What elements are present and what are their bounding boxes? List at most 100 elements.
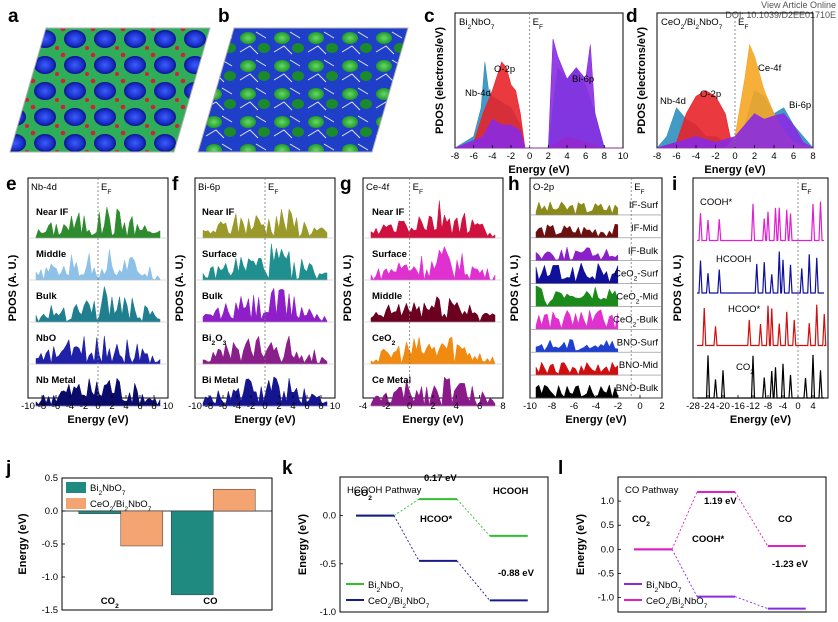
legend-swatch-j-0: [66, 482, 86, 493]
x-tick-label-g: 6: [477, 401, 482, 412]
connector-k-0-2: [456, 498, 491, 537]
legend-label-j-1: CeO2/Bi2NbO7: [90, 499, 152, 513]
fermi-label-c: EF: [533, 17, 543, 31]
x-tick-label-g: -4: [359, 401, 367, 412]
x-tick-label-c: -6: [469, 151, 477, 162]
y-tick-label-l: 0.0: [601, 544, 614, 555]
x-tick-label-h: -2: [614, 401, 622, 412]
series-area-h-7: [535, 361, 619, 376]
x-tick-label-e: 10: [163, 401, 174, 412]
series-label-e-0: Near IF: [36, 207, 68, 218]
series-label-i-1: HCOOH: [716, 254, 752, 265]
panel-title-e: Nb-4d: [31, 182, 57, 193]
x-tick-label-c: 4: [564, 151, 569, 162]
panel-label-g: g: [340, 174, 352, 195]
x-axis-title-c: Energy (eV): [508, 164, 569, 176]
x-axis-title-d: Energy (eV): [704, 164, 765, 176]
series-label-h-3: CeO2-Surf: [614, 269, 658, 283]
series-area-f-3: [202, 335, 328, 365]
series-line-i-0: [697, 201, 824, 242]
series-label-e-2: Bulk: [36, 291, 57, 302]
x-tick-label-i: -28: [686, 401, 700, 412]
legend-label-j-0: Bi2NbO7: [90, 483, 126, 497]
series-label-e-3: NbO: [36, 333, 56, 344]
fermi-label-g: EF: [413, 182, 423, 196]
panel-label-e: e: [6, 174, 17, 195]
x-tick-label-c: -8: [451, 151, 459, 162]
fermi-label-d: EF: [738, 17, 748, 31]
x-tick-label-f: -2: [247, 401, 255, 412]
x-tick-label-e: -6: [52, 401, 60, 412]
panel-label-h: h: [508, 174, 520, 195]
structure-image-ceo2-bi2nbo7: [197, 27, 409, 153]
series-area-h-4: [535, 285, 619, 307]
state-label-l-2: CO: [778, 514, 792, 525]
y-tick-label-l: 0.5: [601, 520, 614, 531]
legend-label-k-1: CeO2/Bi2NbO7: [368, 596, 430, 610]
x-axis-title-g: Energy (eV): [402, 414, 463, 426]
series-label-h-8: BNO-Bulk: [616, 383, 659, 394]
series-area-h-0: [535, 200, 619, 216]
y-tick-label-l: 1.0: [601, 496, 614, 507]
x-tick-label-e: -8: [38, 401, 46, 412]
x-tick-label-d: 6: [791, 151, 796, 162]
series-area-g-3: [370, 336, 496, 365]
fermi-label-i: EF: [801, 182, 811, 196]
series-line-i-2: [697, 304, 827, 347]
panel-label-c: c: [424, 6, 435, 27]
x-tick-label-d: -2: [711, 151, 719, 162]
x-tick-label-f: 6: [304, 401, 309, 412]
x-tick-label-g: 0: [407, 401, 412, 412]
series-label-h-4: CeO2-Mid: [616, 292, 658, 306]
x-tick-label-f: -6: [219, 401, 227, 412]
series-label-h-7: BNO-Mid: [619, 360, 658, 371]
series-area-e-4: [35, 377, 161, 407]
x-tick-label-e: 4: [123, 401, 128, 412]
energy-annotation-l-0: 1.19 eV: [704, 496, 737, 507]
x-tick-label-f: -10: [188, 401, 202, 412]
series-area-g-2: [370, 295, 496, 323]
series-area-g-1: [370, 245, 496, 281]
legend-swatch-j-1: [66, 498, 86, 509]
series-area-f-2: [202, 287, 328, 323]
x-axis-title-e: Energy (eV): [67, 414, 128, 426]
x-tick-label-d: 0: [732, 151, 737, 162]
state-label-k-1: HCOO*: [420, 514, 453, 525]
series-annotation-c-o-2p: O-2p: [494, 64, 515, 75]
state-label-l-0: CO2: [632, 514, 650, 528]
series-label-g-2: Middle: [372, 291, 402, 302]
panel-title-h: O-2p: [533, 182, 554, 193]
x-tick-label-c: 10: [618, 151, 629, 162]
energy-annotation-k-1: -0.88 eV: [498, 568, 535, 579]
x-tick-label-d: 2: [752, 151, 757, 162]
state-label-l-1: COOH*: [692, 534, 725, 545]
x-tick-label-i: -16: [731, 401, 745, 412]
series-label-h-2: IF-Bulk: [628, 246, 658, 257]
legend-label-k-0: Bi2NbO7: [368, 580, 404, 594]
energy-annotation-k-0: 0.17 eV: [424, 473, 457, 484]
series-annotation-c-bi-6p: Bi-6p: [572, 74, 594, 85]
series-area-e-1: [35, 249, 161, 281]
series-label-h-0: IF-Surf: [629, 200, 658, 211]
panel-label-b: b: [218, 6, 230, 27]
y-tick-label-j: -0.5: [42, 539, 58, 550]
fermi-label-h: EF: [634, 182, 644, 196]
series-annotation-d-bi-6p: Bi-6p: [789, 100, 811, 111]
view-article-link[interactable]: View Article Online: [761, 0, 836, 10]
y-axis-title-e: PDOS (A. U.): [7, 254, 19, 321]
legend-title-d: CeO2/Bi2NbO7: [661, 17, 723, 31]
bar-j-0-0: [78, 510, 122, 514]
y-axis-title-k: Energy (eV): [297, 514, 309, 575]
series-annotation-d-nb-4d: Nb-4d: [660, 96, 686, 107]
article-header: View Article Online DOI: 10.1039/D2EE017…: [725, 0, 836, 20]
series-label-i-3: CO2: [736, 362, 754, 376]
y-tick-label-l: -1.0: [598, 593, 614, 604]
x-tick-label-d: -6: [672, 151, 680, 162]
x-tick-label-e: 0: [95, 401, 100, 412]
x-tick-label-e: 2: [109, 401, 114, 412]
y-axis-title-g: PDOS (A. U.): [342, 254, 354, 321]
y-axis-title-l: Energy (eV): [575, 514, 587, 575]
x-tick-label-e: 6: [137, 401, 142, 412]
series-area-h-6: [535, 339, 619, 353]
plot-frame-l: [617, 476, 827, 613]
